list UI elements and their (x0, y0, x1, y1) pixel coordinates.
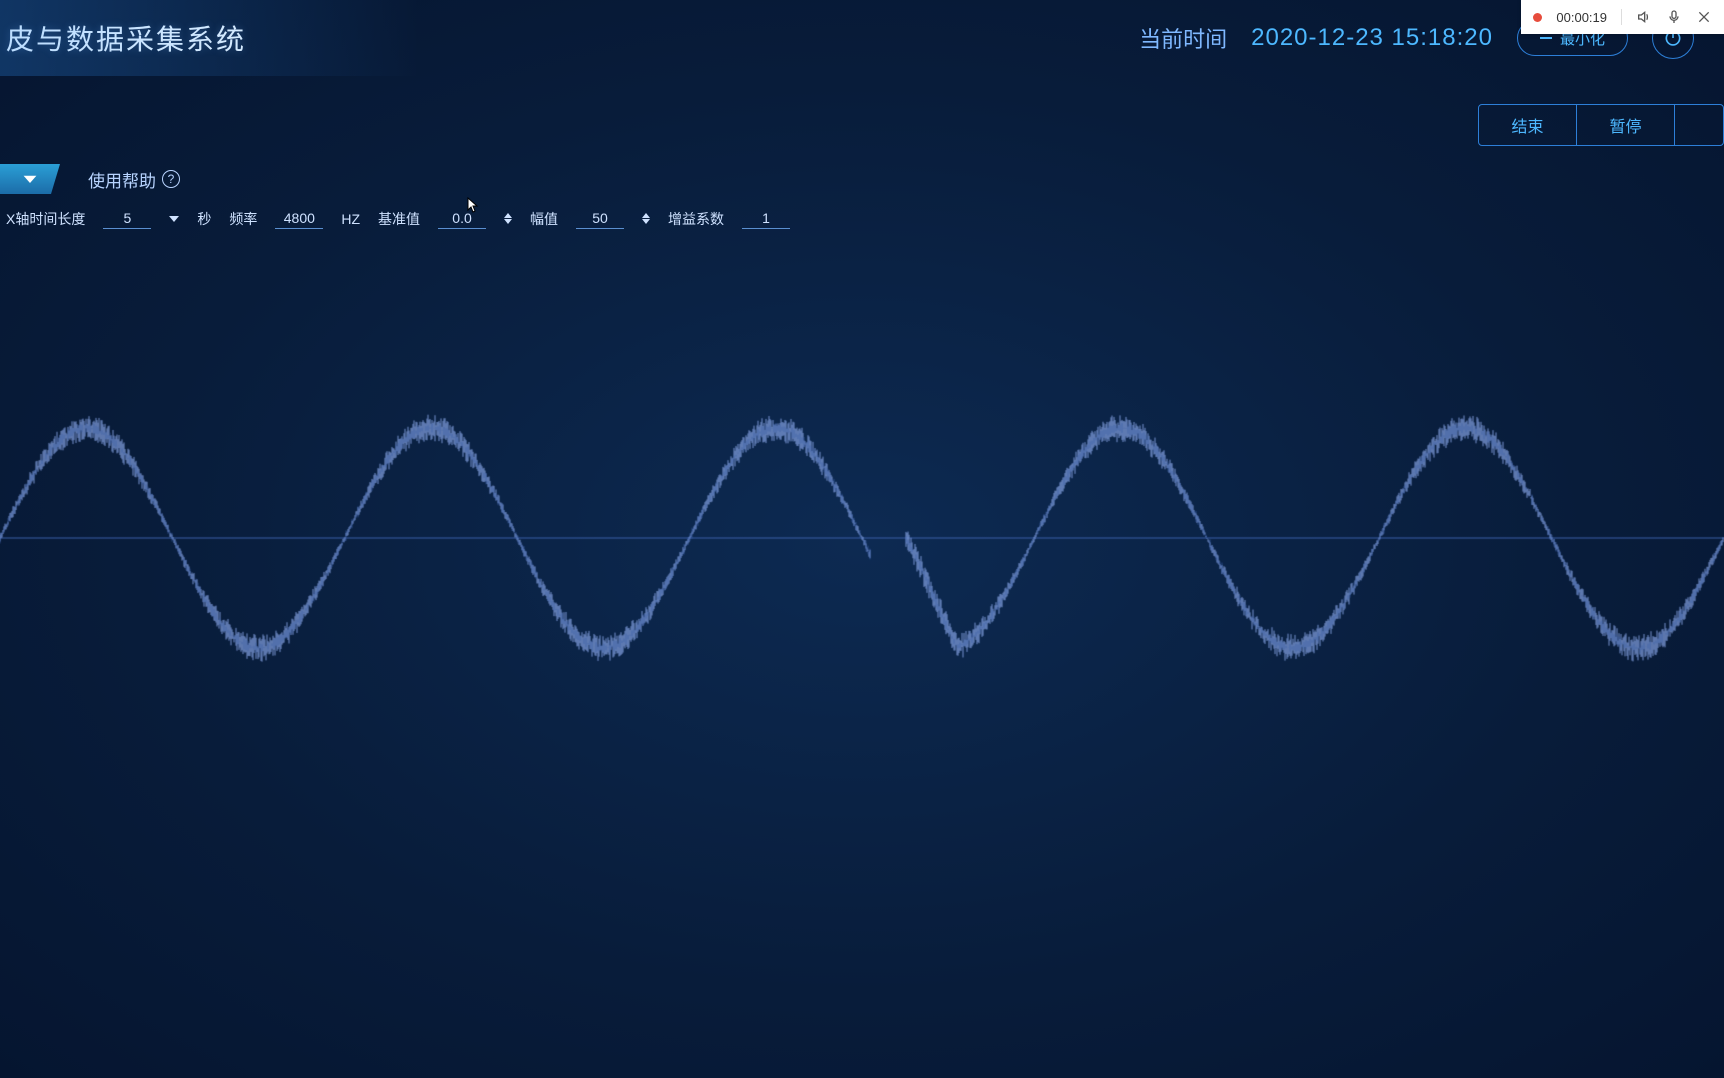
help-row: 使用帮助 ? (0, 146, 1724, 194)
end-button[interactable]: 结束 (1479, 105, 1577, 145)
minimize-icon (1540, 37, 1552, 39)
action-row: 结束 暂停 (0, 76, 1724, 146)
pause-button[interactable]: 暂停 (1577, 105, 1675, 145)
app-header: 皮与数据采集系统 当前时间 2020-12-23 15:18:20 最小化 (0, 0, 1724, 76)
separator (1621, 9, 1622, 25)
close-icon[interactable] (1696, 9, 1712, 25)
recorder-toolbar: 00:00:19 (1521, 0, 1724, 34)
waveform-chart (0, 218, 1724, 858)
time-label: 当前时间 (1139, 22, 1227, 54)
help-label: 使用帮助 (88, 167, 156, 192)
action-button-group: 结束 暂停 (1478, 104, 1724, 146)
dropdown-tab[interactable] (0, 164, 60, 194)
more-button[interactable] (1675, 105, 1723, 145)
help-link[interactable]: 使用帮助 ? (88, 167, 180, 192)
app-title: 皮与数据采集系统 (0, 18, 246, 58)
microphone-icon[interactable] (1666, 9, 1682, 25)
question-icon: ? (162, 170, 180, 188)
volume-icon[interactable] (1636, 9, 1652, 25)
record-icon (1533, 13, 1542, 22)
recorder-time: 00:00:19 (1556, 10, 1607, 25)
time-value: 2020-12-23 15:18:20 (1251, 24, 1493, 52)
